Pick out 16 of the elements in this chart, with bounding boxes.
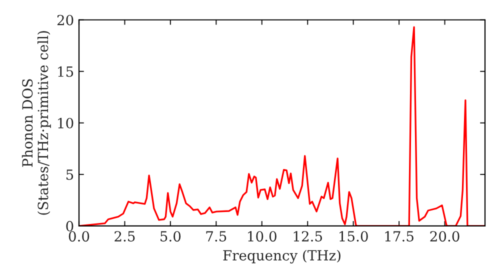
x-tick-label: 2.5 — [114, 231, 135, 242]
y-tick-label: 5 — [66, 170, 74, 180]
x-tick-label: 20.0 — [430, 231, 460, 242]
x-tick-label: 17.5 — [385, 231, 414, 242]
x-tick-label: 10.0 — [248, 231, 276, 242]
x-axis-title: Frequency (THz) — [223, 250, 340, 264]
y-tick-label: 20 — [57, 14, 74, 26]
y-tick-label: 10 — [58, 118, 74, 128]
x-tick-label: 5.0 — [160, 231, 181, 242]
x-tick-label: 12.5 — [294, 231, 322, 242]
y-axis-title: Phonon DOS (States/THz·primitive cell) — [22, 31, 51, 215]
y-tick-label: 15 — [58, 66, 74, 77]
x-tick-label: 0.0 — [68, 231, 90, 242]
x-tick-label: 7.5 — [206, 231, 226, 242]
y-tick-label: 0 — [66, 220, 74, 232]
x-tick-label: 15.0 — [340, 231, 368, 242]
